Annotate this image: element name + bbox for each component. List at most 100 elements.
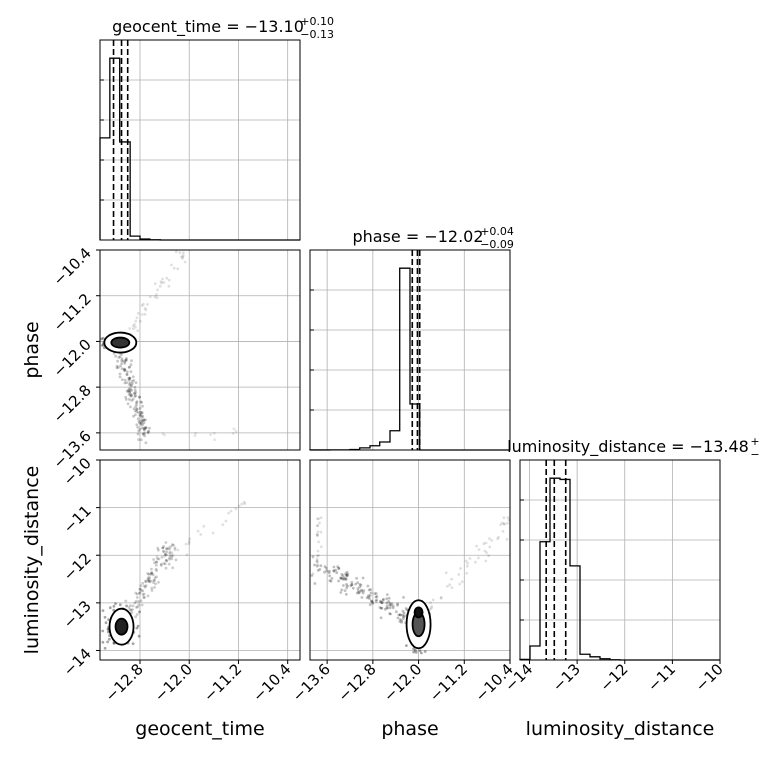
sample-point	[150, 586, 154, 590]
sample-point	[124, 395, 128, 399]
sample-point	[137, 438, 141, 441]
sample-point	[167, 284, 171, 288]
sample-point	[243, 502, 247, 505]
sample-point	[378, 606, 382, 609]
sample-point	[130, 359, 133, 363]
sample-point	[402, 596, 405, 599]
sample-point	[458, 582, 461, 586]
sample-point	[129, 387, 133, 391]
sample-point	[128, 392, 132, 396]
sample-point	[396, 603, 399, 607]
sample-point	[135, 606, 138, 609]
sample-point	[141, 302, 145, 306]
sample-point	[138, 407, 142, 410]
sample-point	[118, 603, 122, 607]
sample-point	[103, 615, 107, 619]
panel-frame	[99, 249, 301, 451]
sample-point	[157, 580, 160, 584]
sample-point	[146, 578, 150, 581]
sample-point	[414, 650, 418, 654]
sample-point	[327, 569, 331, 573]
title-geocent_time: geocent_time = −13.10	[112, 17, 304, 37]
sample-point	[153, 295, 157, 299]
sample-point	[144, 426, 148, 430]
sample-point	[165, 559, 169, 563]
sample-point	[106, 627, 110, 631]
sample-point	[317, 517, 321, 521]
sample-point	[341, 577, 345, 581]
sample-point	[129, 405, 132, 409]
sample-point	[147, 576, 150, 579]
sample-point	[412, 647, 415, 651]
sample-point	[123, 381, 127, 385]
sample-point	[168, 551, 172, 554]
sample-point	[430, 605, 434, 608]
sample-point	[135, 401, 138, 405]
y-tick-label: −12.0	[50, 336, 95, 381]
x-axis-label-phase: phase	[381, 718, 438, 740]
sample-point	[339, 577, 343, 580]
sample-point	[127, 388, 130, 392]
sample-point	[127, 378, 131, 382]
sample-point	[142, 596, 146, 599]
sample-point	[101, 336, 105, 340]
x-axis-label-geocent_time: geocent_time	[135, 718, 264, 740]
sample-point	[161, 432, 165, 435]
sample-point	[324, 566, 328, 570]
sample-point	[144, 579, 147, 583]
panel-frame	[99, 39, 301, 241]
sample-point	[118, 355, 122, 358]
sample-point	[330, 577, 334, 580]
x-tick-label: −12.0	[151, 660, 196, 705]
sample-point	[399, 613, 402, 617]
sample-point	[360, 596, 364, 599]
sample-point	[187, 540, 191, 544]
sample-point	[232, 427, 236, 431]
sample-point	[193, 434, 197, 438]
sample-point	[134, 391, 138, 394]
sample-point	[360, 589, 363, 593]
sample-point	[502, 522, 506, 526]
sample-point	[130, 394, 133, 398]
title-upper-error: +0.10	[300, 15, 334, 28]
sample-point	[128, 390, 132, 394]
sample-point	[155, 575, 158, 579]
sample-point	[156, 557, 159, 560]
sample-point	[240, 502, 244, 506]
sample-point	[128, 608, 132, 611]
sample-point	[229, 509, 233, 513]
sample-point	[164, 566, 168, 570]
sample-point	[130, 382, 134, 385]
sample-point	[136, 417, 140, 421]
sample-point	[131, 324, 135, 328]
sample-point	[316, 564, 319, 567]
sample-point	[144, 308, 148, 312]
sample-point	[380, 606, 384, 610]
sample-point	[146, 572, 150, 575]
sample-point	[482, 542, 486, 546]
sample-point	[181, 254, 185, 257]
sample-point	[315, 557, 319, 561]
sample-point	[174, 558, 178, 562]
sample-point	[170, 557, 174, 561]
sample-point	[466, 561, 469, 565]
sample-point	[237, 504, 241, 508]
sample-point	[134, 409, 137, 412]
sample-point	[165, 553, 168, 557]
sample-point	[355, 591, 359, 595]
sample-point	[340, 573, 344, 576]
sample-point	[124, 358, 128, 362]
sample-point	[136, 329, 140, 332]
sample-point	[396, 602, 399, 606]
sample-point	[316, 561, 319, 564]
sample-point	[196, 529, 200, 533]
sample-point	[149, 579, 153, 583]
sample-point	[153, 561, 156, 565]
sample-point	[125, 373, 129, 376]
sample-point	[344, 573, 348, 577]
sample-point	[170, 263, 173, 267]
sample-point	[128, 390, 132, 393]
sample-point	[382, 597, 385, 601]
sample-point	[137, 634, 141, 638]
sample-point	[107, 618, 110, 622]
